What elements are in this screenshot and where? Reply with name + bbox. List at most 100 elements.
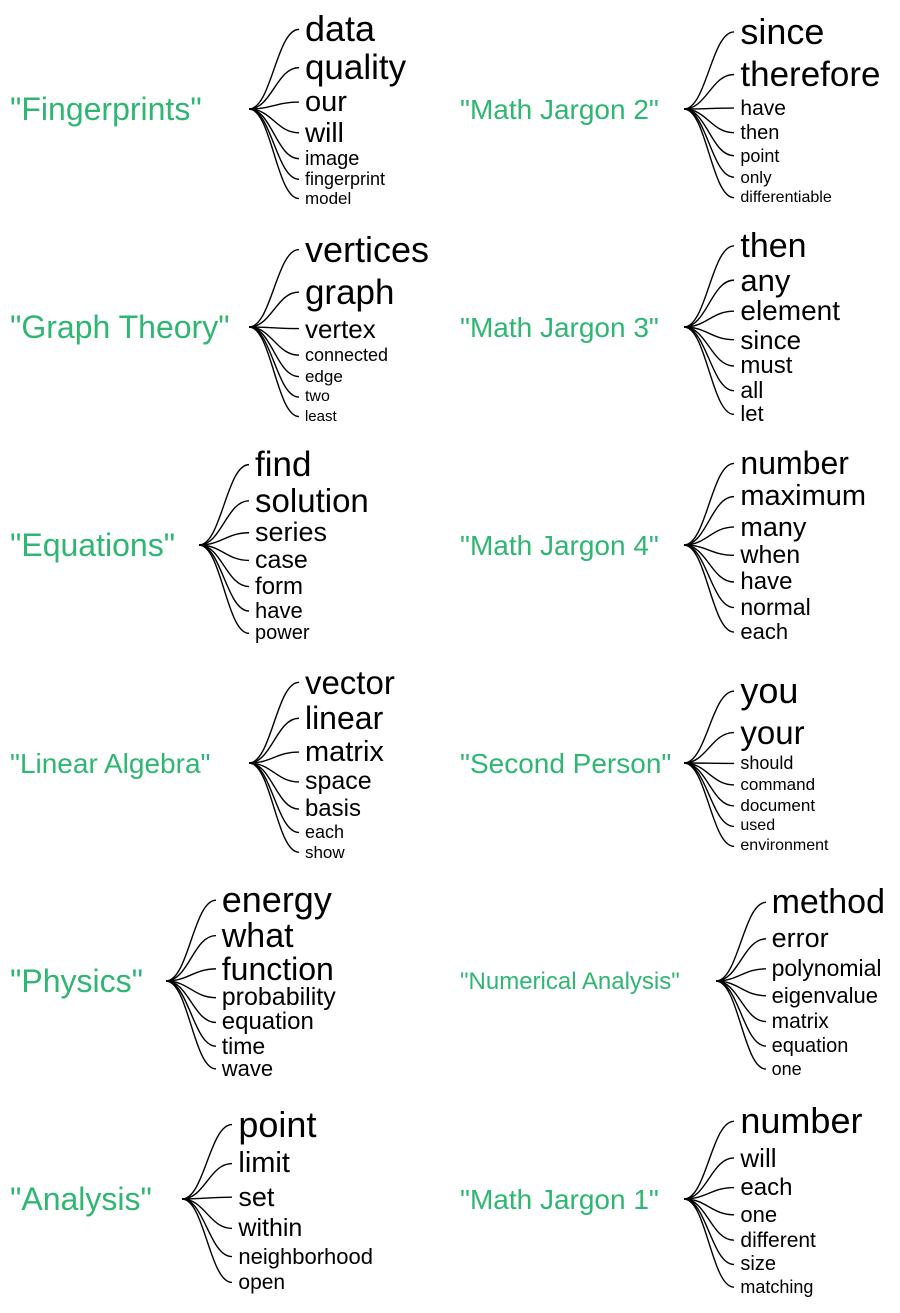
topic-cell: "Second Person"youyourshouldcommanddocum… bbox=[450, 654, 900, 872]
branch-lines bbox=[684, 218, 738, 436]
branch-line bbox=[684, 463, 734, 545]
topic-word: our bbox=[305, 88, 347, 117]
topic-word: graph bbox=[305, 275, 395, 310]
topic-cell: "Physics" energywhatfunctionprobabilityeq… bbox=[0, 872, 450, 1090]
topic-word: matrix bbox=[772, 1011, 829, 1032]
topic-word: what bbox=[222, 919, 294, 953]
topic-word: energy bbox=[222, 882, 332, 918]
topic-word: error bbox=[772, 925, 829, 952]
topic-word: element bbox=[740, 297, 840, 325]
topic-label: "Math Jargon 1" bbox=[460, 1184, 659, 1216]
topic-word: eigenvalue bbox=[772, 985, 878, 1007]
topic-word: equation bbox=[222, 1010, 314, 1034]
topic-word: since bbox=[740, 327, 801, 353]
topic-cell: "Math Jargon 2"sincethereforehavethenpoi… bbox=[450, 0, 900, 218]
topic-words: energywhatfunctionprobabilityequationtim… bbox=[222, 872, 450, 1090]
branch-lines bbox=[684, 436, 738, 654]
topic-word: open bbox=[238, 1272, 285, 1293]
topic-word: all bbox=[740, 379, 763, 402]
topic-word: therefore bbox=[740, 57, 880, 92]
topic-word: any bbox=[740, 265, 790, 296]
topic-word: limit bbox=[238, 1149, 290, 1178]
topic-word: set bbox=[238, 1184, 274, 1211]
topic-word: quality bbox=[305, 50, 406, 85]
topic-word: one bbox=[772, 1060, 802, 1078]
branch-line bbox=[249, 109, 299, 179]
topic-word: each bbox=[740, 1176, 792, 1200]
branch-line bbox=[684, 1199, 734, 1287]
branch-line bbox=[684, 327, 734, 414]
topic-word: then bbox=[740, 123, 779, 143]
topic-label: "Fingerprints" bbox=[10, 91, 202, 128]
topic-word: matrix bbox=[305, 738, 384, 767]
topic-label: "Analysis" bbox=[10, 1181, 152, 1218]
branch-line bbox=[684, 763, 734, 826]
topic-word: find bbox=[255, 447, 311, 482]
branch-line bbox=[249, 327, 299, 377]
topic-word: since bbox=[740, 14, 824, 50]
branch-line bbox=[199, 545, 249, 587]
topic-label: "Second Person" bbox=[460, 748, 671, 780]
topic-word: series bbox=[255, 519, 327, 546]
topic-label: "Math Jargon 4" bbox=[460, 530, 659, 562]
topic-cell: "Numerical Analysis"methoderrorpolynomia… bbox=[450, 872, 900, 1090]
topic-word: different bbox=[740, 1230, 816, 1251]
topic-cell: "Linear Algebra"vectorlinearmatrixspaceb… bbox=[0, 654, 450, 872]
topic-word: only bbox=[740, 169, 771, 186]
topic-words: numberwilleachonedifferentsizematching bbox=[740, 1090, 900, 1308]
topic-word: image bbox=[305, 149, 359, 169]
topic-word: differentiable bbox=[740, 190, 831, 206]
branch-line bbox=[684, 327, 734, 391]
branch-line bbox=[166, 981, 216, 1069]
topic-word: wave bbox=[222, 1058, 273, 1080]
topic-word: let bbox=[740, 403, 763, 425]
branch-line bbox=[684, 1199, 734, 1264]
branch-line bbox=[684, 246, 734, 327]
topic-word: have bbox=[740, 570, 792, 594]
branch-lines bbox=[166, 872, 220, 1090]
topic-cell: "Analysis"pointlimitsetwithinneighborhoo… bbox=[0, 1090, 450, 1308]
topic-word: then bbox=[740, 229, 806, 263]
topic-word: case bbox=[255, 548, 308, 573]
branch-line bbox=[182, 1125, 232, 1199]
topic-word: point bbox=[740, 147, 779, 165]
topic-word: should bbox=[740, 754, 793, 772]
branch-line bbox=[249, 109, 299, 199]
branch-line bbox=[182, 1199, 232, 1282]
topic-word: two bbox=[305, 389, 330, 405]
topic-word: power bbox=[255, 623, 309, 643]
branch-line bbox=[716, 981, 766, 1022]
topic-words: numbermaximummanywhenhavenormaleach bbox=[740, 436, 900, 654]
branch-line bbox=[684, 733, 734, 763]
branch-line bbox=[249, 327, 299, 397]
branch-line bbox=[166, 981, 216, 1046]
topic-word: basis bbox=[305, 797, 361, 821]
topic-word: fingerprint bbox=[305, 170, 385, 188]
topic-word: connected bbox=[305, 346, 388, 364]
branch-line bbox=[249, 763, 299, 809]
topic-word: will bbox=[305, 119, 344, 147]
topic-cell: "Fingerprints"dataqualityourwillimagefin… bbox=[0, 0, 450, 218]
topic-word: will bbox=[740, 1145, 776, 1171]
topic-grid: "Fingerprints"dataqualityourwillimagefin… bbox=[0, 0, 900, 1308]
branch-lines bbox=[249, 218, 303, 436]
topic-label: "Physics" bbox=[10, 963, 143, 1000]
topic-word: probability bbox=[222, 985, 336, 1010]
topic-word: function bbox=[222, 953, 334, 985]
topic-word: linear bbox=[305, 702, 383, 734]
topic-words: pointlimitsetwithinneighborhoodopen bbox=[238, 1090, 450, 1308]
topic-word: method bbox=[772, 885, 885, 919]
branch-line bbox=[684, 691, 734, 763]
topic-word: show bbox=[305, 844, 345, 861]
topic-words: dataqualityourwillimagefingerprintmodel bbox=[305, 0, 450, 218]
topic-cell: "Equations"findsolutionseriescaseformhav… bbox=[0, 436, 450, 654]
branch-line bbox=[249, 292, 299, 327]
branch-lines bbox=[249, 654, 303, 872]
topic-word: size bbox=[740, 1254, 776, 1274]
topic-word: vertex bbox=[305, 316, 376, 342]
topic-word: you bbox=[740, 673, 798, 709]
branch-line bbox=[166, 981, 216, 1022]
topic-word: space bbox=[305, 769, 372, 794]
diagram-page: "Fingerprints"dataqualityourwillimagefin… bbox=[0, 0, 900, 1313]
topic-word: vector bbox=[305, 666, 395, 699]
